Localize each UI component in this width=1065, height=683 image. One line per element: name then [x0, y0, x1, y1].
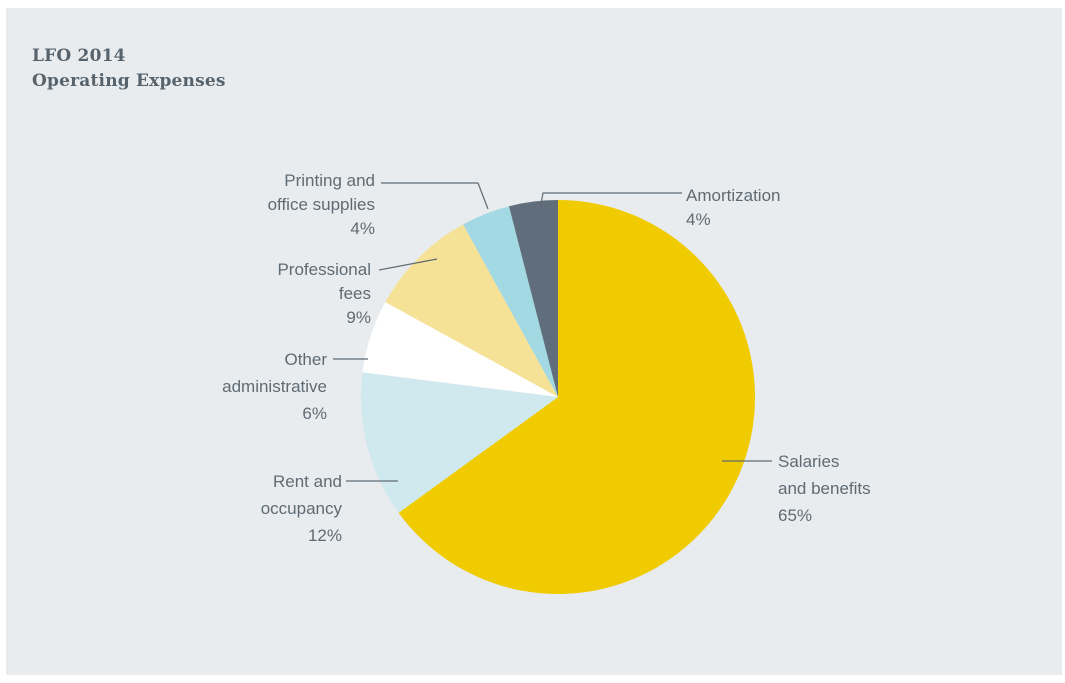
slice-labels: Salaries and benefits 65% Rent and occupancy… — [222, 171, 871, 545]
slice-name-line: Amortization — [686, 186, 780, 205]
pie-slice-amortization — [509, 200, 558, 397]
leader-lines — [333, 182, 772, 482]
chart-title: LFO 2014 Operating Expenses — [32, 44, 226, 94]
slice-label-other-administrative: Other administrative 6% — [222, 350, 327, 423]
slice-percent-label: 65% — [778, 506, 812, 525]
slice-label-salaries-and-benefits: Salaries and benefits 65% — [778, 452, 871, 525]
slice-label-amortization: Amortization 4% — [686, 186, 780, 229]
pie-slices — [360, 200, 755, 594]
pie-slice-salaries-and-benefits — [398, 200, 755, 594]
leader-line-professional-fees — [378, 258, 438, 271]
slice-label-printing-and-office-supplies: Printing and office supplies 4% — [268, 171, 375, 238]
slice-name-line: fees — [339, 284, 371, 303]
slice-label-rent-and-occupancy: Rent and occupancy 12% — [261, 472, 343, 545]
slice-name-line: Rent and — [273, 472, 342, 491]
slice-percent-label: 9% — [346, 308, 371, 327]
slice-name-line: administrative — [222, 377, 327, 396]
pie-slice-professional-fees — [385, 224, 558, 397]
chart-title-line-1: LFO 2014 — [32, 46, 126, 66]
slice-percent-label: 12% — [308, 526, 342, 545]
slice-percent-label: 4% — [686, 210, 711, 229]
pie-slice-printing-and-office-supplies — [463, 206, 558, 397]
slice-name-line: office supplies — [268, 195, 375, 214]
slice-percent-label: 6% — [302, 404, 327, 423]
slice-name-line: Salaries — [778, 452, 839, 471]
pie-slice-rent-and-occupancy — [360, 372, 558, 513]
slice-label-professional-fees: Professional fees 9% — [277, 260, 371, 327]
chart-title-line-2: Operating Expenses — [32, 71, 226, 91]
slice-name-line: and benefits — [778, 479, 871, 498]
slice-name-line: Professional — [277, 260, 371, 279]
slice-name-line: Other — [284, 350, 327, 369]
slice-name-line: Printing and — [284, 171, 375, 190]
pie-slice-other-administrative — [362, 302, 558, 397]
leader-line-amortization — [539, 192, 682, 210]
leader-line-printing-and-office-supplies — [381, 182, 489, 210]
slice-percent-label: 4% — [350, 219, 375, 238]
slice-name-line: occupancy — [261, 499, 343, 518]
